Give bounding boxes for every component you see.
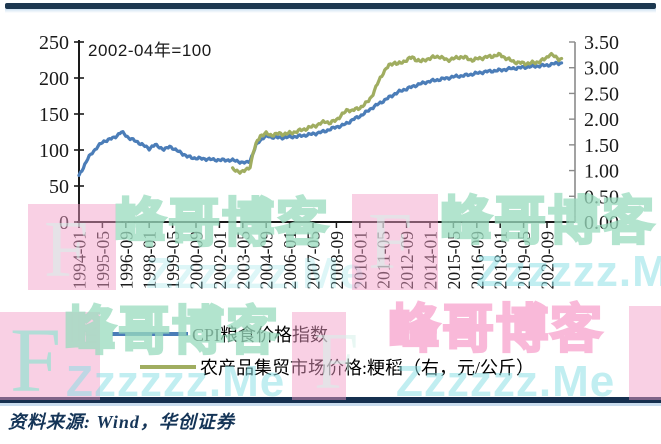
x-axis-tick-label: 2012-09 bbox=[397, 231, 417, 290]
left-axis-tick-label: 50 bbox=[49, 176, 69, 198]
legend-swatch-cpi-line bbox=[112, 332, 188, 336]
x-axis-tick-label: 2011-05 bbox=[374, 231, 394, 289]
left-axis-tick-label: 200 bbox=[39, 68, 69, 90]
right-axis-tick-label: 0.00 bbox=[584, 212, 619, 234]
legend-label-rice: 农产品集贸市场价格:粳稻（右，元/公斤） bbox=[200, 358, 535, 378]
right-axis-tick-label: 2.00 bbox=[584, 109, 619, 131]
x-axis-tick-label: 2018-01 bbox=[491, 231, 511, 289]
legend-label-cpi: CPI粮食价格指数 bbox=[192, 325, 329, 345]
x-axis-tick-label: 1995-05 bbox=[93, 231, 113, 290]
left-axis-tick-label: 250 bbox=[39, 32, 69, 54]
x-axis-tick-label: 2014-01 bbox=[421, 231, 441, 289]
x-axis-tick-label: 2008-09 bbox=[327, 231, 347, 290]
x-axis-tick-label: 1994-01 bbox=[70, 231, 90, 289]
chart-base-note: 2002-04年=100 bbox=[88, 41, 212, 60]
bottom-divider-bar bbox=[0, 397, 661, 403]
bottom-divider-glow bbox=[0, 403, 661, 406]
legend-swatch-rice-line bbox=[140, 365, 196, 369]
left-axis-tick-label: 150 bbox=[39, 104, 69, 126]
x-axis-tick-label: 2002-01 bbox=[210, 231, 230, 289]
x-axis-tick-label: 2004-09 bbox=[257, 231, 277, 290]
left-axis-tick-label: 100 bbox=[39, 140, 69, 162]
legend-item-cpi: CPI粮食价格指数 bbox=[112, 321, 328, 347]
top-divider-glow bbox=[5, 9, 656, 13]
legend-item-rice: 农产品集贸市场价格:粳稻（右，元/公斤） bbox=[140, 354, 534, 380]
x-axis-tick-label: 1998-01 bbox=[140, 231, 160, 289]
x-axis-tick-label: 2020-09 bbox=[538, 231, 558, 290]
x-axis-tick-label: 2015-05 bbox=[444, 231, 464, 290]
source-note: 资料来源: Wind，华创证券 bbox=[8, 412, 235, 432]
series-line-1 bbox=[231, 51, 564, 175]
x-axis-tick-label: 2019-05 bbox=[514, 231, 534, 290]
x-axis-tick-label: 2010-01 bbox=[350, 231, 370, 289]
right-axis-tick-label: 3.00 bbox=[584, 58, 619, 80]
x-axis-tick-label: 2007-05 bbox=[304, 231, 324, 290]
right-axis-tick-label: 1.00 bbox=[584, 161, 619, 183]
x-axis-tick-label: 2016-09 bbox=[467, 231, 487, 290]
right-axis-tick-label: 0.50 bbox=[584, 186, 619, 208]
x-axis-tick-label: 1996-09 bbox=[116, 231, 136, 290]
left-axis-tick-label: 0 bbox=[59, 212, 69, 234]
x-axis-tick-label: 2003-05 bbox=[233, 231, 253, 290]
right-axis-tick-label: 1.50 bbox=[584, 135, 619, 157]
right-axis-tick-label: 2.50 bbox=[584, 83, 619, 105]
x-axis-tick-label: 1999-05 bbox=[163, 231, 183, 290]
x-axis-tick-label: 2006-01 bbox=[280, 231, 300, 289]
right-axis-tick-label: 3.50 bbox=[584, 32, 619, 54]
series-line-0 bbox=[77, 60, 564, 177]
top-divider-bar bbox=[5, 3, 656, 9]
x-axis-tick-label: 2000-09 bbox=[187, 231, 207, 290]
